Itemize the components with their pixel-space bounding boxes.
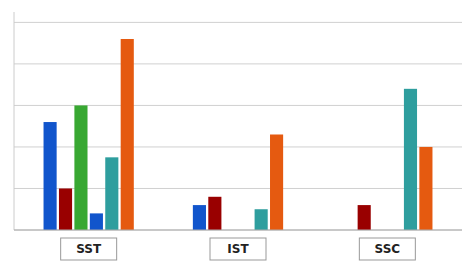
bar — [59, 188, 72, 230]
bar — [193, 205, 206, 230]
bar — [74, 105, 87, 230]
grid-line — [14, 230, 462, 231]
bar — [270, 134, 283, 230]
category-box — [61, 238, 117, 260]
category-label: SSC — [375, 242, 401, 256]
bar — [90, 213, 103, 230]
grid-line — [14, 63, 462, 64]
bar — [105, 157, 118, 230]
bars — [44, 39, 433, 230]
category-box — [359, 238, 415, 260]
bar — [419, 147, 432, 230]
bar — [358, 205, 371, 230]
category-label: IST — [227, 242, 249, 256]
bar — [255, 209, 268, 230]
category-label: SST — [76, 242, 102, 256]
category-box — [210, 238, 266, 260]
x-axis-line — [14, 230, 462, 231]
grid-line — [14, 22, 462, 23]
y-axis-line — [14, 12, 15, 230]
bar — [208, 197, 221, 230]
bar — [44, 122, 57, 230]
grid — [14, 22, 462, 230]
bar — [121, 39, 134, 230]
bar — [404, 89, 417, 230]
chart: SST IST SSC — [0, 0, 474, 270]
